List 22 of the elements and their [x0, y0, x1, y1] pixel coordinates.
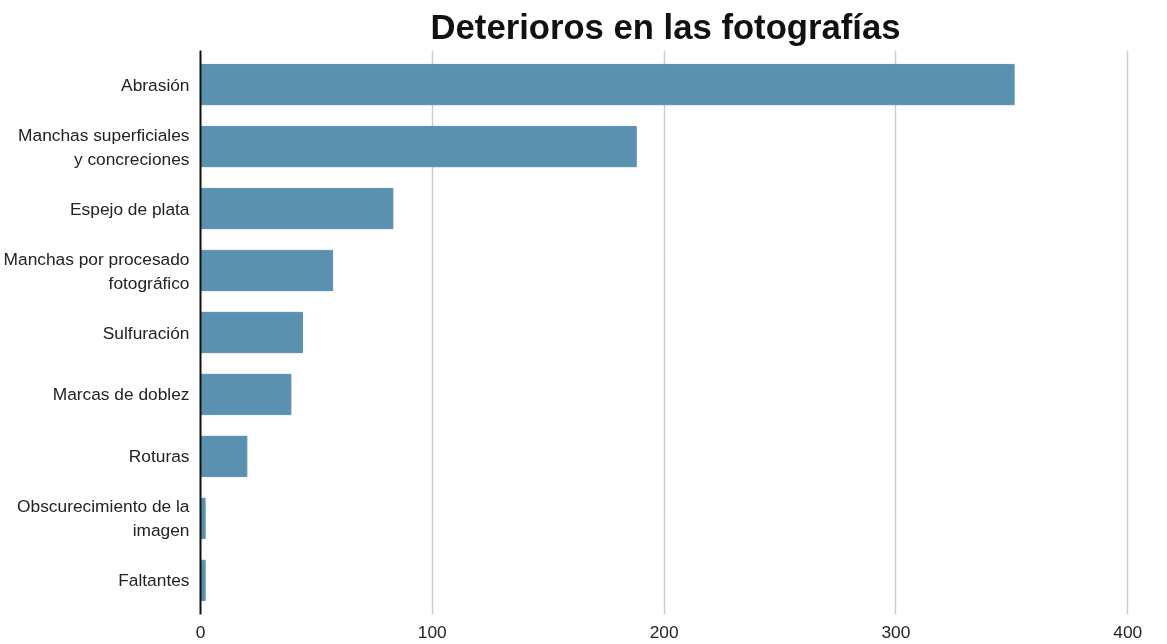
- bar: [200, 125, 637, 168]
- bar: [200, 187, 394, 230]
- bar: [200, 249, 334, 292]
- y-tick-label: Faltantes: [118, 570, 190, 591]
- bar: [200, 435, 248, 478]
- y-tick-label: Marcas de doblez: [52, 384, 190, 405]
- chart-title: Deterioros en las fotografías: [430, 7, 901, 46]
- y-tick-label: Espejo de plata: [70, 198, 190, 219]
- y-tick-label: Obscurecimiento de la imagen: [17, 496, 190, 541]
- bar: [200, 311, 303, 354]
- x-tick-label: 300: [881, 621, 911, 642]
- x-tick-label: 100: [417, 621, 447, 642]
- bar: [200, 373, 292, 416]
- y-tick-label: Manchas superficiales y concreciones: [18, 124, 190, 169]
- x-tick-label: 200: [649, 621, 679, 642]
- bar: [200, 63, 1015, 106]
- y-tick-label: Sulfuración: [102, 322, 190, 343]
- y-tick-label: Abrasión: [121, 74, 190, 95]
- y-tick-label: Roturas: [128, 446, 190, 467]
- y-tick-label: Manchas por procesado fotográfico: [3, 248, 190, 293]
- x-tick-label: 0: [195, 621, 206, 642]
- x-tick-label: 400: [1113, 621, 1143, 642]
